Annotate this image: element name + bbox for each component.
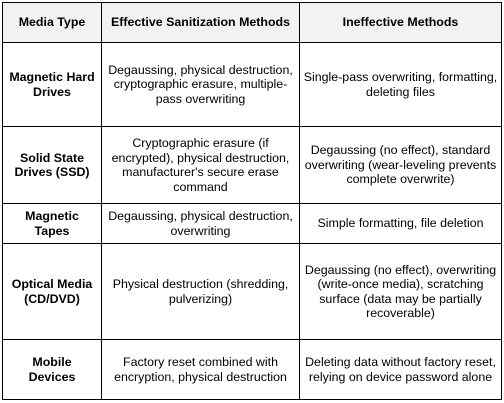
effective-methods-cell: Degaussing, physical destruction, overwr… bbox=[101, 203, 300, 244]
effective-methods-cell: Cryptographic erasure (if encrypted), ph… bbox=[101, 126, 300, 204]
ineffective-methods-cell: Deleting data without factory reset, rel… bbox=[299, 339, 502, 400]
ineffective-methods-cell: Single-pass overwriting, formatting, del… bbox=[299, 42, 502, 127]
header-row: Media Type Effective Sanitization Method… bbox=[2, 2, 502, 43]
table-row: Optical Media (CD/DVD) Physical destruct… bbox=[2, 243, 502, 340]
ineffective-methods-cell: Degaussing (no effect), overwriting (wri… bbox=[299, 243, 502, 340]
media-type-cell: Magnetic Tapes bbox=[2, 203, 102, 244]
media-type-cell: Magnetic Hard Drives bbox=[2, 42, 102, 127]
sanitization-table: Media Type Effective Sanitization Method… bbox=[2, 2, 502, 400]
table-row: Mobile Devices Factory reset combined wi… bbox=[2, 339, 502, 400]
ineffective-methods-cell: Simple formatting, file deletion bbox=[299, 203, 502, 244]
ineffective-methods-cell: Degaussing (no effect), standard overwri… bbox=[299, 126, 502, 204]
media-type-cell: Optical Media (CD/DVD) bbox=[2, 243, 102, 340]
media-type-cell: Mobile Devices bbox=[2, 339, 102, 400]
header-ineffective-methods: Ineffective Methods bbox=[299, 2, 502, 43]
header-media-type: Media Type bbox=[2, 2, 102, 43]
table-row: Magnetic Tapes Degaussing, physical dest… bbox=[2, 203, 502, 244]
effective-methods-cell: Degaussing, physical destruction, crypto… bbox=[101, 42, 300, 127]
media-type-cell: Solid State Drives (SSD) bbox=[2, 126, 102, 204]
effective-methods-cell: Factory reset combined with encryption, … bbox=[101, 339, 300, 400]
table-row: Magnetic Hard Drives Degaussing, physica… bbox=[2, 42, 502, 127]
effective-methods-cell: Physical destruction (shredding, pulveri… bbox=[101, 243, 300, 340]
table-row: Solid State Drives (SSD) Cryptographic e… bbox=[2, 126, 502, 204]
header-effective-methods: Effective Sanitization Methods bbox=[101, 2, 300, 43]
